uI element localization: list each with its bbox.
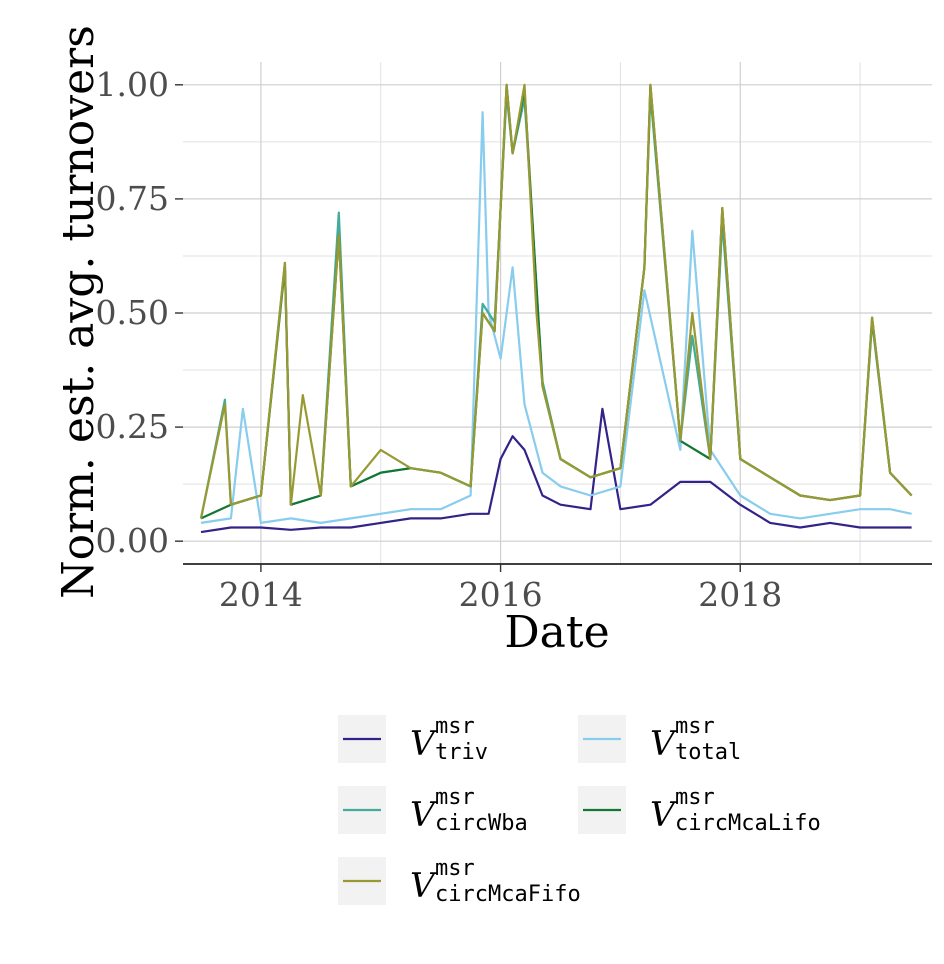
- legend-superscript: msr: [675, 714, 715, 739]
- legend-subscript: triv: [435, 740, 488, 765]
- x-tick-label: 2016: [459, 575, 543, 614]
- y-axis-title: Norm. est. avg. turnovers: [53, 25, 104, 599]
- tick-labels: 0.00 0.25 0.50 0.75 1.00 2014 2016 2018: [96, 65, 783, 614]
- y-tick-label: 0.50: [96, 293, 169, 332]
- legend-symbol: V: [410, 795, 438, 835]
- x-tick-label: 2018: [698, 575, 782, 614]
- legend-symbol: V: [650, 795, 678, 835]
- legend-superscript: msr: [435, 785, 475, 810]
- series-line-circMcaFifo: [199, 83, 913, 519]
- y-tick-label: 0.25: [96, 407, 169, 446]
- legend-symbol: V: [650, 724, 678, 764]
- series-line-circWba: [199, 92, 913, 519]
- legend-superscript: msr: [675, 785, 715, 810]
- series-line-total: [200, 111, 912, 525]
- legend-superscript: msr: [435, 856, 475, 881]
- legend-symbol: V: [410, 866, 438, 906]
- legend-subscript: total: [675, 740, 741, 765]
- x-axis-title: Date: [504, 607, 609, 658]
- legend-subscript: circWba: [435, 811, 528, 836]
- legend-symbol: V: [410, 724, 438, 764]
- legend-subscript: circMcaLifo: [675, 811, 821, 836]
- series-lines: [199, 83, 913, 534]
- series-line-triv: [200, 407, 912, 534]
- y-tick-label: 0.75: [96, 179, 169, 218]
- series-line-circMcaLifo: [200, 83, 913, 520]
- legend-subscript: circMcaFifo: [435, 882, 581, 907]
- legend-superscript: msr: [435, 714, 475, 739]
- x-tick-label: 2014: [219, 575, 303, 614]
- grid-lines: [183, 62, 932, 564]
- y-tick-label: 0.00: [96, 521, 169, 560]
- y-tick-label: 1.00: [96, 65, 169, 104]
